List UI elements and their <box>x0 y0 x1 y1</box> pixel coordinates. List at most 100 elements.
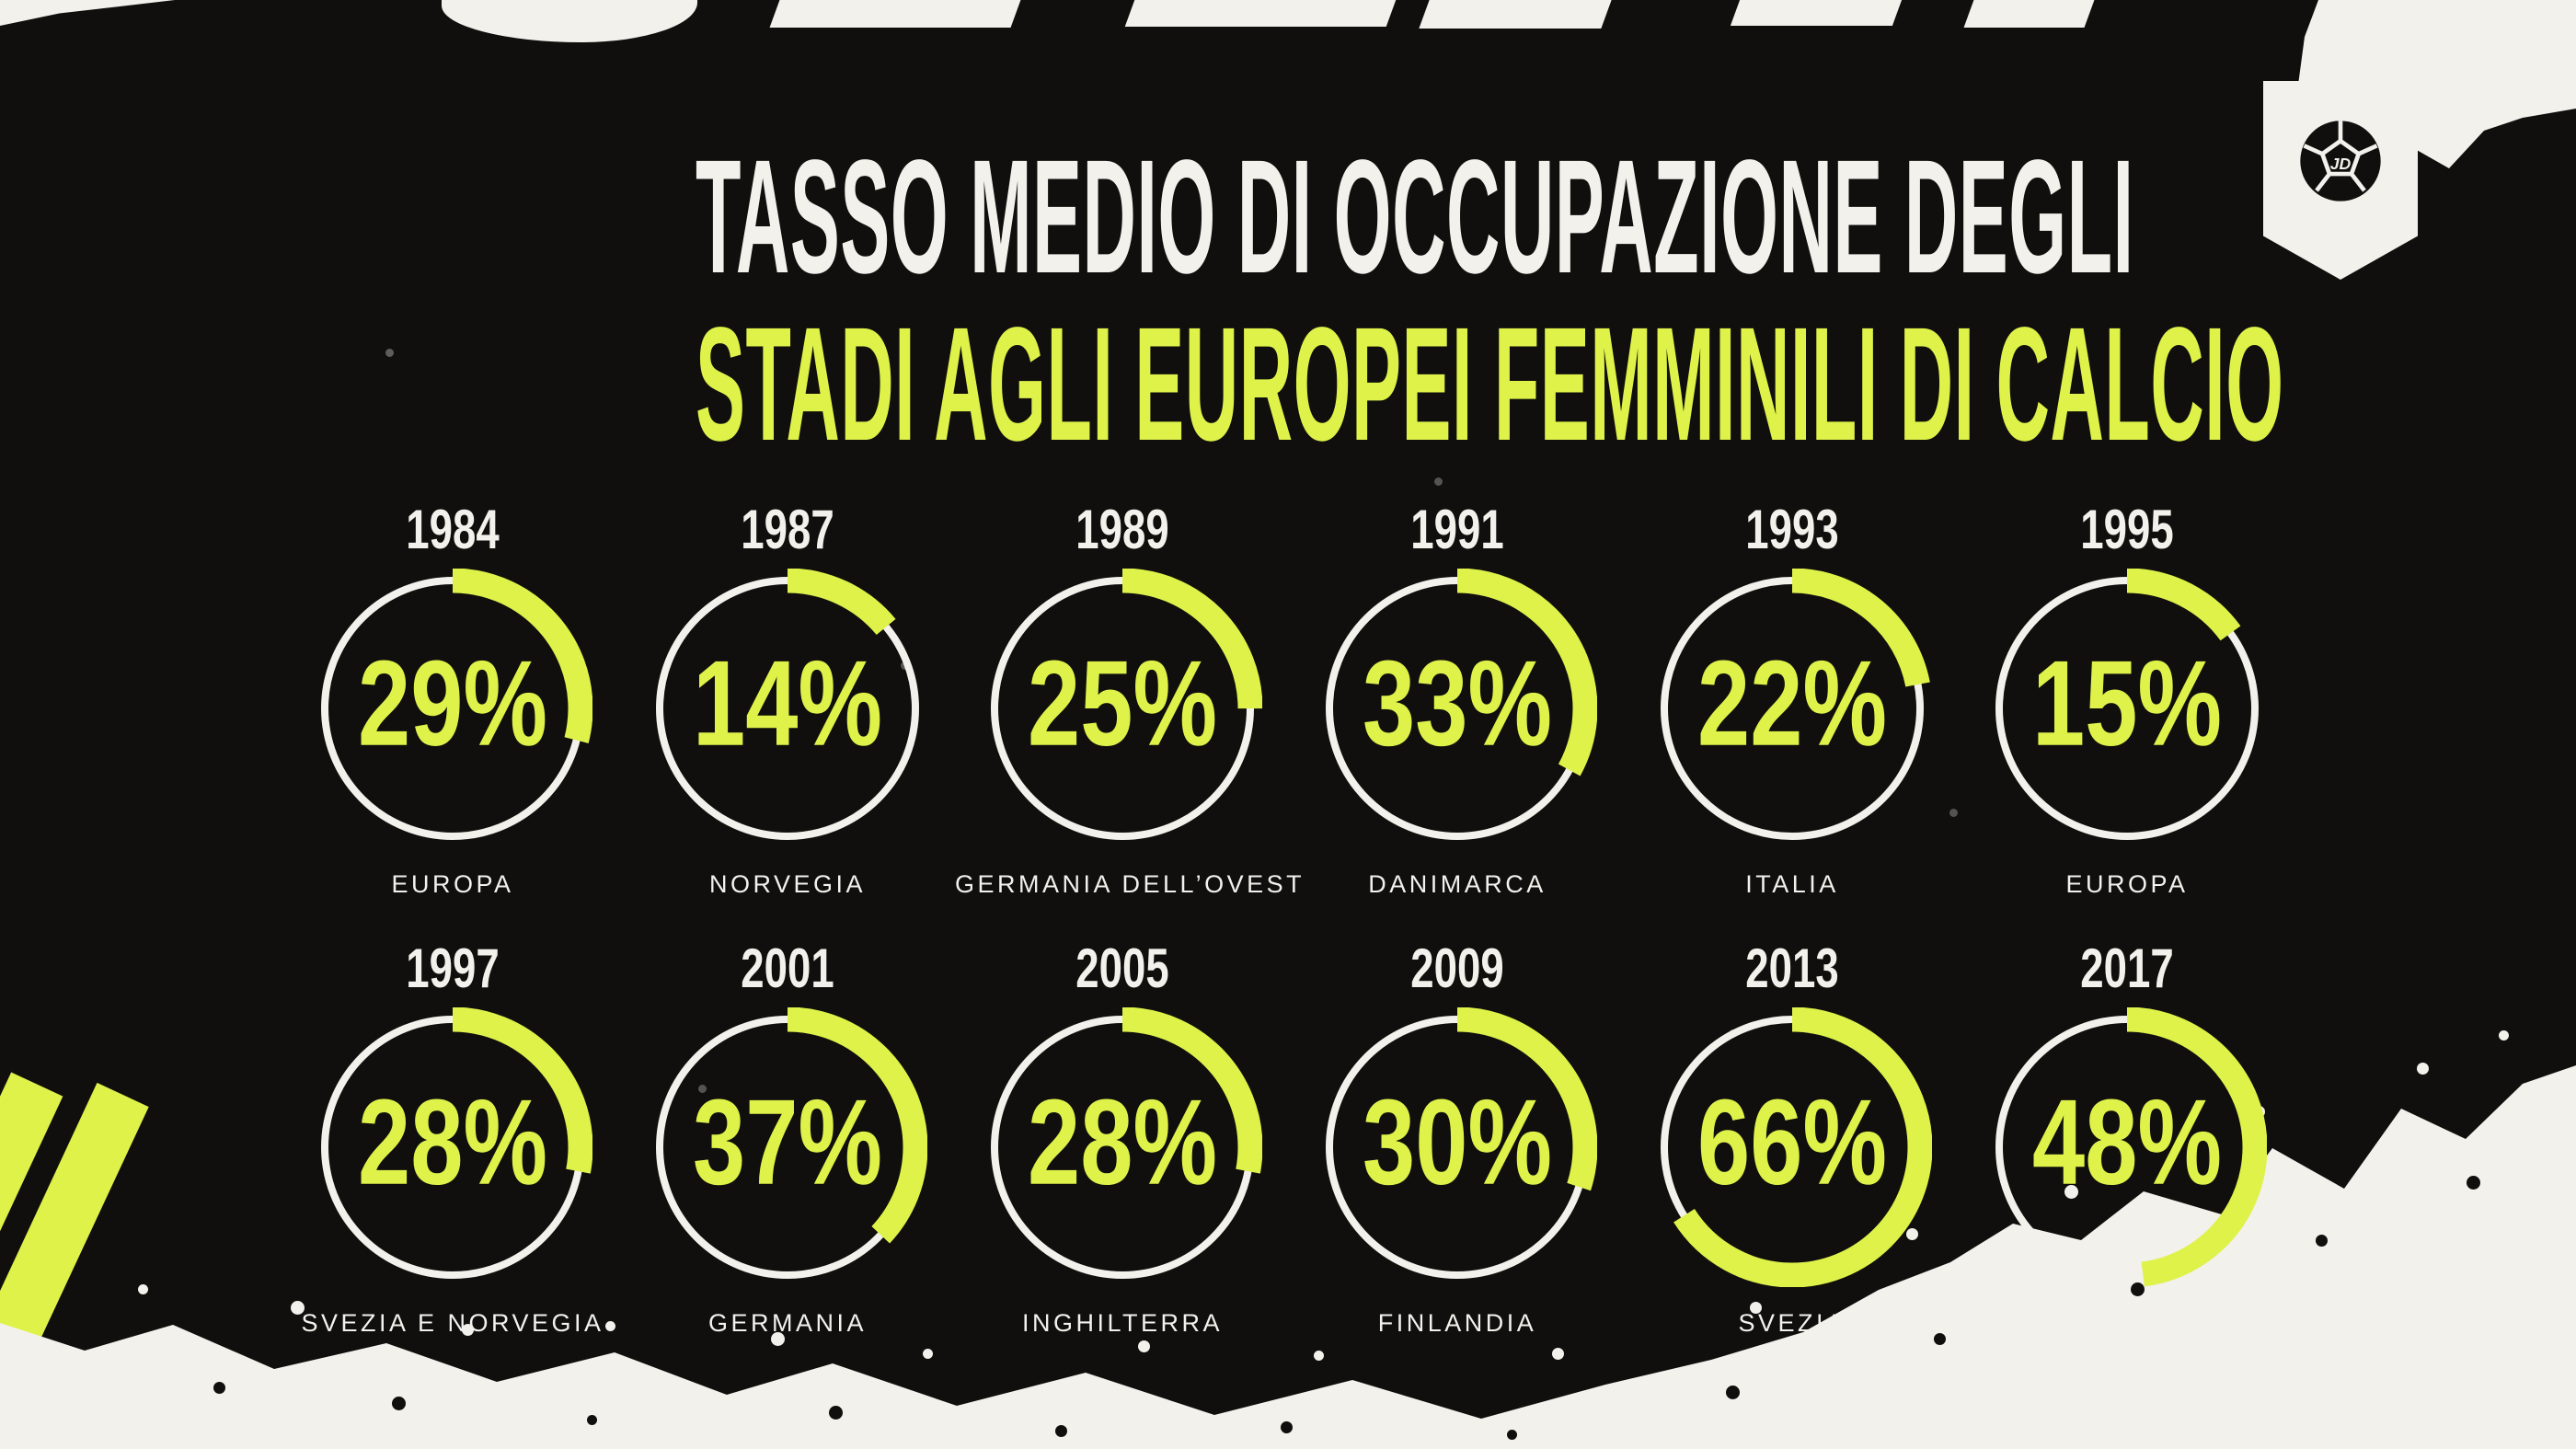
gauge-card: 1997 28% SVEZIA E NORVEGIA <box>285 941 620 1338</box>
gauge-year: 1995 <box>2080 499 2174 560</box>
gauge-year: 2013 <box>1745 937 1839 999</box>
gauge-country: EUROPA <box>391 870 514 898</box>
gauge-donut-svg <box>312 1006 593 1288</box>
gauge-donut-svg <box>647 568 928 849</box>
gauge-ring: 22% <box>1651 568 1933 849</box>
gauge-card: 2005 28% INGHILTERRA <box>955 941 1290 1338</box>
gauge-year: 1989 <box>1075 499 1169 560</box>
gauge-ring-value <box>982 568 1263 849</box>
gauge-percent: 28% <box>357 1074 548 1210</box>
gauge-ring: 30% <box>1317 1006 1598 1288</box>
gauge-ring: 33% <box>1317 568 1598 849</box>
gauge-year: 1993 <box>1745 499 1839 560</box>
gauge-ring: 28% <box>982 1006 1263 1288</box>
gauge-ring-value <box>312 1006 593 1288</box>
gauge-percent: 22% <box>1696 635 1888 771</box>
gauge-ring-value <box>982 1006 1263 1288</box>
jd-logo-badge: JD <box>2263 81 2418 280</box>
gauge-year: 1987 <box>741 499 834 560</box>
gauge-percent: 48% <box>2031 1074 2223 1210</box>
gauge-percent: 33% <box>1362 635 1553 771</box>
gauge-card: 2013 66% SVEZIA <box>1625 941 1960 1338</box>
gauge-ring: 48% <box>1986 1006 2268 1288</box>
gauge-card: 1995 15% EUROPA <box>1960 502 2294 899</box>
gauge-percent: 66% <box>1696 1074 1888 1210</box>
gauge-donut-svg <box>1651 568 1933 849</box>
gauge-country: PAESI BASSI <box>2033 1309 2221 1337</box>
gauge-ring-value <box>1651 568 1933 849</box>
gauge-percent: 29% <box>357 635 548 771</box>
gauge-percent: 30% <box>1362 1074 1553 1210</box>
gauge-ring: 28% <box>312 1006 593 1288</box>
stripe <box>1730 0 1903 26</box>
gauge-year: 2001 <box>741 937 834 999</box>
gauge-ring: 66% <box>1651 1006 1933 1288</box>
gauge-year: 2009 <box>1410 937 1504 999</box>
gauge-card: 2001 37% GERMANIA <box>620 941 955 1338</box>
gauge-percent: 37% <box>692 1074 883 1210</box>
soccer-ball-icon: JD <box>2300 121 2381 201</box>
title-line-2: STADI AGLI EUROPEI FEMMINILI DI CALCIO <box>696 294 2284 475</box>
gauge-year: 1997 <box>406 937 500 999</box>
gauge-ring-value <box>1317 1006 1598 1288</box>
gauge-year: 2005 <box>1075 937 1169 999</box>
gauge-card: 2009 30% FINLANDIA <box>1290 941 1625 1338</box>
gauge-ring: 15% <box>1986 568 2268 849</box>
gauge-country: DANIMARCA <box>1368 870 1547 898</box>
gauge-ring-value <box>647 1006 928 1288</box>
gauge-donut-svg <box>1986 568 2268 849</box>
gauge-donut-svg <box>1651 1006 1933 1288</box>
gauge-card: 1987 14% NORVEGIA <box>620 502 955 899</box>
gauge-donut-svg <box>1317 1006 1598 1288</box>
gauge-donut-svg <box>647 1006 928 1288</box>
page-title: TASSO MEDIO DI OCCUPAZIONE DEGLI STADI A… <box>0 136 2576 466</box>
stripe <box>1963 0 2095 28</box>
gauge-ring-value <box>647 568 928 849</box>
gauge-ring-value <box>1986 1006 2268 1288</box>
gauge-donut-svg <box>982 568 1263 849</box>
stripe <box>1124 0 1397 27</box>
top-stripe-band <box>442 0 2153 46</box>
jd-logo-text: JD <box>2330 155 2352 173</box>
gauge-donut-svg <box>982 1006 1263 1288</box>
stripe <box>1419 0 1612 29</box>
gauge-country: EUROPA <box>2065 870 2189 898</box>
gauge-country: NORVEGIA <box>708 870 867 898</box>
gauge-donut-svg <box>1986 1006 2268 1288</box>
gauge-donut-svg <box>1317 568 1598 849</box>
gauge-country: SVEZIA <box>1738 1309 1846 1337</box>
gauge-country: INGHILTERRA <box>1021 1309 1224 1337</box>
stripe <box>769 0 1021 28</box>
gauge-ring-value <box>1317 568 1598 849</box>
gauge-country: SVEZIA E NORVEGIA <box>301 1309 604 1337</box>
gauge-year: 1984 <box>406 499 500 560</box>
gauge-ring: 29% <box>312 568 593 849</box>
gauge-card: 1984 29% EUROPA <box>285 502 620 899</box>
gauge-ring-value <box>1986 568 2268 849</box>
gauge-percent: 25% <box>1027 635 1218 771</box>
title-line-1: TASSO MEDIO DI OCCUPAZIONE DEGLI <box>696 127 2134 307</box>
gauge-ring: 37% <box>647 1006 928 1288</box>
gauge-percent: 14% <box>692 635 883 771</box>
gauge-percent: 15% <box>2031 635 2223 771</box>
gauge-grid: 1984 29% EUROPA 1987 14% NORVEGIA 1989 <box>285 502 2294 1338</box>
gauge-year: 2017 <box>2080 937 2174 999</box>
gauge-donut-svg <box>312 568 593 849</box>
gauge-percent: 28% <box>1027 1074 1218 1210</box>
gauge-ring-value <box>312 568 593 849</box>
gauge-card: 2017 48% PAESI BASSI <box>1960 941 2294 1338</box>
gauge-card: 1989 25% GERMANIA DELL’OVEST <box>955 499 1305 899</box>
gauge-country: GERMANIA DELL’OVEST <box>955 870 1305 898</box>
gauge-card: 1991 33% DANIMARCA <box>1290 502 1625 899</box>
gauge-ring-value <box>1651 1006 1933 1288</box>
gauge-country: GERMANIA <box>707 1309 868 1337</box>
gauge-country: ITALIA <box>1745 870 1839 898</box>
gauge-ring: 25% <box>982 568 1263 849</box>
grain-specks <box>0 0 6 6</box>
gauge-ring: 14% <box>647 568 928 849</box>
grunge-blob <box>442 0 697 42</box>
gauge-card: 1993 22% ITALIA <box>1625 502 1960 899</box>
gauge-year: 1991 <box>1410 499 1504 560</box>
gauge-country: FINLANDIA <box>1377 1309 1537 1337</box>
